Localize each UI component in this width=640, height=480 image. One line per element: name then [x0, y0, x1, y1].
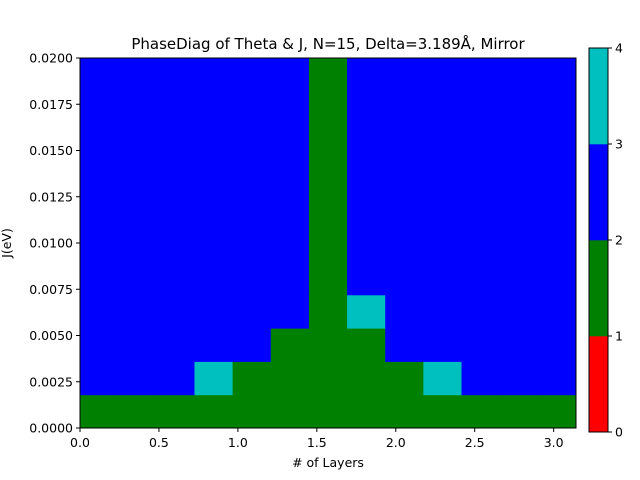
y-tick-label: 0.0200: [29, 51, 73, 66]
heatmap-cell: [156, 58, 195, 296]
y-tick-label: 0.0125: [29, 189, 73, 204]
colorbar-tick-label: 3: [615, 137, 623, 152]
heatmap-cell: [232, 294, 272, 329]
heatmap-cell: [347, 328, 386, 362]
heatmap-cell: [308, 394, 348, 429]
heatmap-cell: [308, 361, 348, 396]
heatmap-cell: [232, 58, 272, 296]
heatmap-cell: [308, 294, 348, 329]
heatmap-cell: [537, 294, 577, 329]
heatmap-cell: [270, 328, 310, 362]
heatmap-cell: [385, 328, 424, 362]
heatmap-cell: [118, 361, 157, 396]
y-tick-label: 0.0050: [29, 328, 73, 343]
heatmap-cell: [308, 328, 348, 362]
colorbar: 0 1 2 3 4: [588, 41, 623, 440]
heatmap-cell: [423, 361, 463, 396]
colorbar-tick-label: 2: [615, 233, 623, 248]
colorbar-segment: [589, 240, 608, 337]
heatmap-cell: [461, 328, 501, 362]
x-tick-label: 1.0: [228, 435, 248, 450]
heatmap-cell: [194, 294, 234, 329]
heatmap-cell: [537, 361, 577, 396]
heatmap-cell: [461, 58, 501, 296]
heatmap-cell: [194, 394, 234, 429]
colorbar-segment: [589, 48, 608, 145]
x-tick-label: 0.5: [149, 435, 169, 450]
heatmap-cell: [156, 361, 195, 396]
heatmap-cell: [499, 328, 539, 362]
heatmap-cell: [347, 361, 386, 396]
heatmap-cell: [270, 294, 310, 329]
y-tick-label: 0.0000: [29, 421, 73, 436]
x-tick-label: 2.0: [386, 435, 406, 450]
heatmap-cell: [385, 294, 424, 329]
heatmap-cell: [232, 394, 272, 429]
heatmap-cell: [461, 294, 501, 329]
heatmap-cell: [537, 58, 577, 296]
heatmap-cell: [461, 361, 501, 396]
heatmap-cell: [194, 58, 234, 296]
heatmap-cell: [537, 394, 577, 429]
x-tick-label: 0.0: [70, 435, 90, 450]
heatmap-cell: [385, 361, 424, 396]
heatmap-cell: [118, 394, 157, 429]
colorbar-segment: [589, 144, 608, 241]
y-axis-label: J(eV): [0, 228, 14, 259]
heatmap-cell: [156, 394, 195, 429]
chart-title: PhaseDiag of Theta & J, N=15, Delta=3.18…: [131, 34, 525, 53]
heatmap-cell: [499, 361, 539, 396]
colorbar-tick-label: 0: [615, 425, 623, 440]
heatmap-cell: [270, 394, 310, 429]
heatmap-cell: [194, 328, 234, 362]
y-tick-label: 0.0175: [29, 97, 73, 112]
x-axis: 0.0 0.5 1.0 1.5 2.0 2.5 3.0: [70, 428, 564, 450]
y-tick-label: 0.0150: [29, 143, 73, 158]
heatmap-cells: [80, 58, 577, 429]
heatmap-cell: [80, 328, 119, 362]
heatmap-cell: [499, 394, 539, 429]
heatmap-cell: [270, 58, 310, 296]
heatmap-cell: [118, 294, 157, 329]
heatmap-cell: [118, 328, 157, 362]
y-tick-label: 0.0100: [29, 236, 73, 251]
y-tick-label: 0.0075: [29, 282, 73, 297]
heatmap-cell: [156, 328, 195, 362]
heatmap-cell: [499, 58, 539, 296]
heatmap-cell: [80, 294, 119, 329]
colorbar-tick-label: 4: [615, 41, 623, 56]
heatmap-cell: [385, 58, 424, 296]
heatmap-cell: [80, 58, 119, 296]
heatmap-cell: [423, 394, 463, 429]
heatmap-cell: [347, 394, 386, 429]
heatmap-cell: [461, 394, 501, 429]
x-tick-label: 1.5: [307, 435, 327, 450]
heatmap-cell: [423, 328, 463, 362]
heatmap-cell: [347, 58, 386, 296]
heatmap-cell: [80, 394, 119, 429]
heatmap-cell: [270, 361, 310, 396]
y-tick-label: 0.0025: [29, 374, 73, 389]
heatmap-cell: [423, 294, 463, 329]
heatmap-cell: [80, 361, 119, 396]
heatmap-cell: [499, 294, 539, 329]
x-axis-label: # of Layers: [292, 455, 364, 470]
x-tick-label: 3.0: [544, 435, 564, 450]
colorbar-segment: [589, 336, 608, 433]
x-tick-label: 2.5: [465, 435, 485, 450]
heatmap-cell: [194, 361, 234, 396]
heatmap-cell: [308, 58, 348, 296]
heatmap-cell: [156, 294, 195, 329]
heatmap-cell: [385, 394, 424, 429]
heatmap-cell: [232, 361, 272, 396]
heatmap-cell: [232, 328, 272, 362]
heatmap-cell: [347, 294, 386, 329]
y-axis: 0.0000 0.0025 0.0050 0.0075 0.0100 0.0125 0.01…: [29, 51, 80, 436]
colorbar-tick-label: 1: [615, 329, 623, 344]
heatmap-cell: [537, 328, 577, 362]
heatmap-cell: [423, 58, 463, 296]
heatmap-cell: [118, 58, 157, 296]
